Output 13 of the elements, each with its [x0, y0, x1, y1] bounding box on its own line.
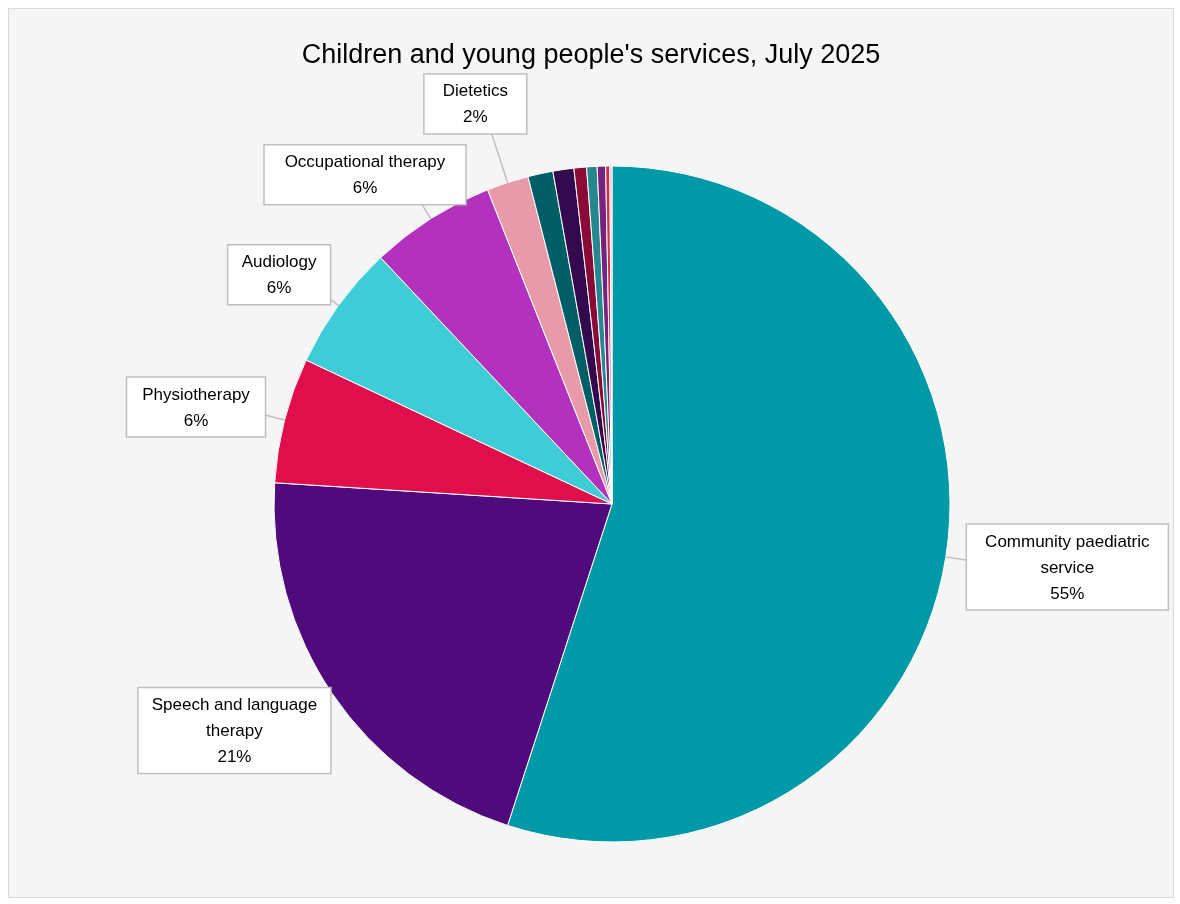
- data-label: 6%: [352, 178, 378, 198]
- slice-label: Dietetics: [442, 81, 508, 101]
- slice-label: Occupational therapy: [284, 152, 446, 172]
- data-label: 6%: [183, 410, 209, 430]
- data-label: 6%: [266, 278, 292, 298]
- chart-title: Children and young people's services, July 2025: [300, 39, 882, 70]
- data-label: 21%: [217, 747, 252, 767]
- slice-label: Community paediatric service: [985, 531, 1151, 577]
- slice-label: Audiology: [241, 252, 317, 272]
- slice-label: Physiotherapy: [142, 384, 251, 404]
- data-label: 55%: [1050, 583, 1085, 603]
- data-label: 2%: [463, 107, 488, 127]
- slice-label: Speech and language therapy: [151, 695, 318, 741]
